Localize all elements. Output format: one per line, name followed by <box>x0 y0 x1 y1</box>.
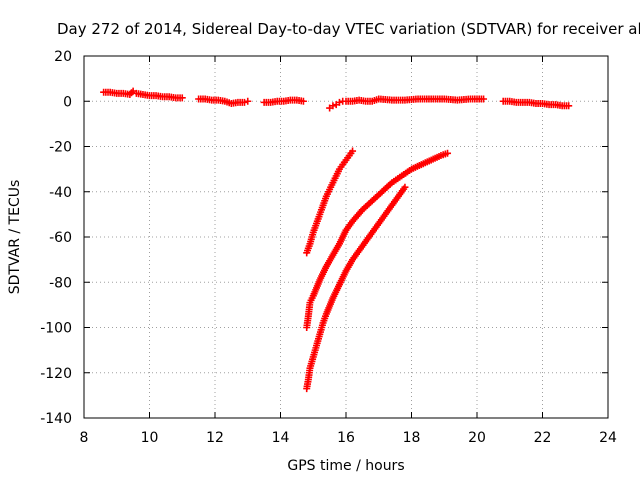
data-point <box>178 94 186 102</box>
data-series-7 <box>303 149 452 331</box>
chart-title: Day 272 of 2014, Sidereal Day-to-day VTE… <box>57 20 640 38</box>
x-tick-label: 14 <box>272 430 290 446</box>
data-series-1 <box>100 87 186 102</box>
data-series-2 <box>195 95 252 108</box>
x-tick-label: 22 <box>534 430 552 446</box>
data-series-8 <box>303 183 409 393</box>
y-tick-label: -60 <box>49 230 72 246</box>
data-series-5 <box>499 97 573 110</box>
x-tick-label: 16 <box>337 430 355 446</box>
x-tick-label: 12 <box>206 430 224 446</box>
grid-lines <box>84 56 608 418</box>
y-axis-label: SDTVAR / TECUs <box>7 180 23 295</box>
x-tick-label: 18 <box>403 430 421 446</box>
y-tick-label: -80 <box>49 275 72 291</box>
data-point <box>240 98 248 106</box>
data-point <box>565 102 573 110</box>
y-tick-label: -140 <box>40 411 72 427</box>
data-point <box>444 149 452 157</box>
x-tick-label: 20 <box>468 430 486 446</box>
data-point <box>401 183 409 191</box>
data-series-3 <box>260 96 307 106</box>
data-point <box>349 147 357 155</box>
plot-frame <box>83 55 609 419</box>
x-tick-label: 10 <box>141 430 159 446</box>
data-series-4 <box>326 95 488 112</box>
y-tick-label: -120 <box>40 366 72 382</box>
y-tick-label: 20 <box>54 49 72 65</box>
data-point <box>329 102 337 110</box>
y-tick-label: -20 <box>49 140 72 156</box>
data-series-6 <box>303 147 357 257</box>
data-point <box>299 97 307 105</box>
x-axis-label: GPS time / hours <box>287 458 404 474</box>
axis-ticks: 8 10 12 14 16 18 20 22 24 20 0 -20 -40 -60 -80 -100 -120… <box>40 49 617 446</box>
data-point <box>480 95 488 103</box>
data-point <box>244 97 252 105</box>
y-tick-label: 0 <box>63 94 72 110</box>
data-point <box>335 98 343 106</box>
y-tick-label: -100 <box>40 321 72 337</box>
y-tick-label: -40 <box>49 185 72 201</box>
x-tick-label: 24 <box>599 430 617 446</box>
x-tick-label: 8 <box>80 430 89 446</box>
data-points <box>100 87 573 393</box>
